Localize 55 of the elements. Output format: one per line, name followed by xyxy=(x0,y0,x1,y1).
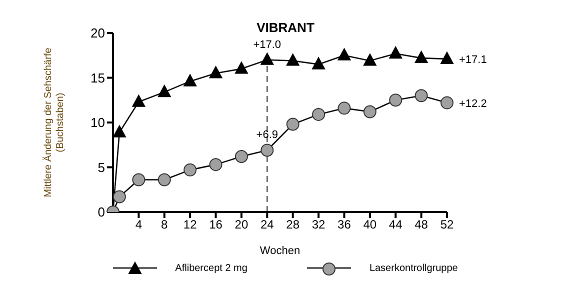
y-tick-label: 10 xyxy=(90,115,105,130)
point xyxy=(363,105,376,118)
point xyxy=(234,62,248,74)
point xyxy=(389,94,402,107)
data-label: +17.0 xyxy=(253,38,282,51)
point xyxy=(312,57,326,70)
data-label: +12.2 xyxy=(459,98,487,110)
x-tick-label: 16 xyxy=(209,218,223,232)
point xyxy=(312,108,326,121)
data-label: +17.1 xyxy=(459,54,487,66)
point xyxy=(158,173,171,186)
point xyxy=(209,158,222,172)
y-tick-label: 5 xyxy=(98,160,105,175)
x-tick-label: 36 xyxy=(338,218,352,232)
legend-label: Laserkontrollgruppe xyxy=(369,262,458,274)
y-tick-label: 0 xyxy=(98,204,105,220)
point xyxy=(209,66,222,78)
y-tick-label: 20 xyxy=(90,26,105,41)
point xyxy=(389,46,402,59)
x-tick-label: 28 xyxy=(286,218,300,232)
x-tick-label: 8 xyxy=(161,218,168,232)
chart-title: VIBRANT xyxy=(256,20,314,35)
point xyxy=(184,163,197,176)
point xyxy=(184,74,197,86)
point xyxy=(286,118,300,131)
point xyxy=(414,50,428,64)
point xyxy=(338,48,351,60)
point xyxy=(260,144,274,157)
legend-label: Aflibercept 2 mg xyxy=(175,262,248,274)
x-tick-label: 20 xyxy=(234,218,248,232)
x-tick-label: 40 xyxy=(363,218,377,232)
x-tick-label: 32 xyxy=(312,218,326,232)
x-tick-label: 48 xyxy=(414,218,428,232)
point xyxy=(338,102,351,115)
point xyxy=(132,173,146,186)
point xyxy=(286,54,300,66)
point xyxy=(132,94,146,107)
x-tick-label: 24 xyxy=(260,218,274,232)
x-tick-label: 44 xyxy=(388,218,403,232)
y-axis-title: Mittlere Änderung der Sehschärfe (Buchstaben) xyxy=(42,47,66,198)
point xyxy=(112,125,126,138)
y-tick-label: 15 xyxy=(90,70,105,86)
x-tick-label: 52 xyxy=(440,218,454,232)
point xyxy=(414,89,428,102)
x-tick-label: 4 xyxy=(135,218,142,232)
point xyxy=(440,96,454,110)
point xyxy=(363,54,376,66)
point xyxy=(440,52,454,64)
point xyxy=(112,190,126,204)
point xyxy=(260,52,274,65)
x-tick-label: 12 xyxy=(183,218,198,232)
point xyxy=(234,150,248,164)
x-axis-title: Wochen xyxy=(260,245,300,257)
point xyxy=(158,84,171,98)
data-label: +6.9 xyxy=(256,129,278,142)
